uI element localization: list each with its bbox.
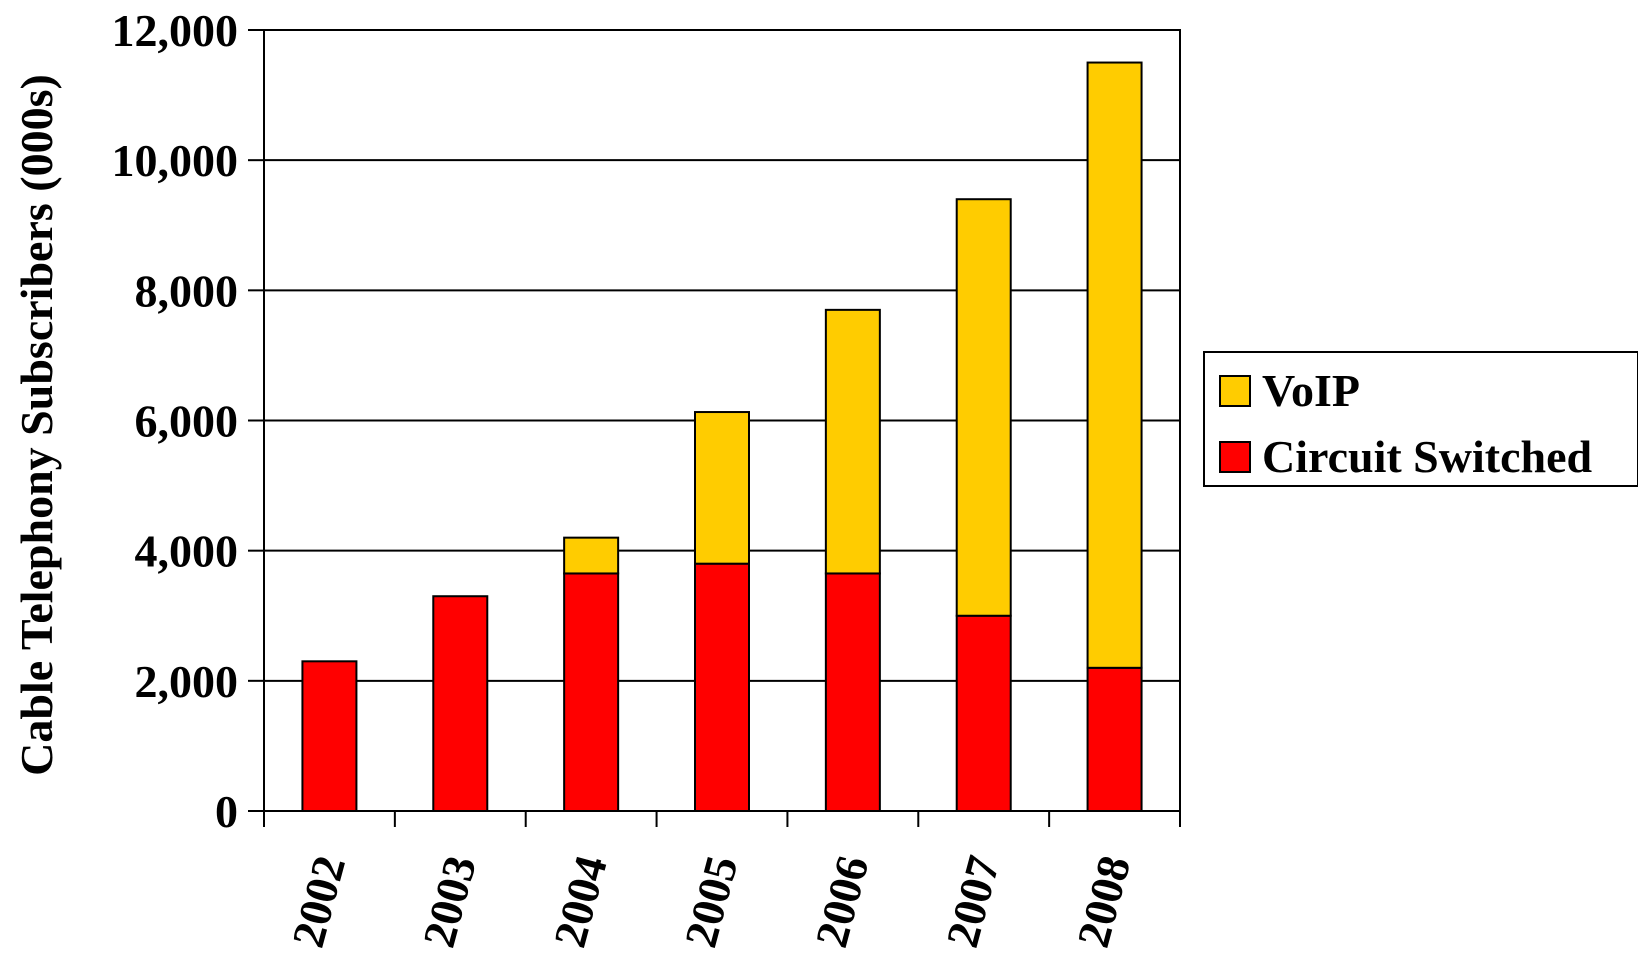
legend-swatch-voip [1219, 375, 1251, 407]
x-tick-label: 2002 [282, 850, 355, 952]
y-tick-label: 6,000 [135, 396, 239, 447]
x-tick-label: 2003 [413, 850, 486, 952]
legend-box [1203, 351, 1638, 487]
y-tick-label: 8,000 [135, 265, 239, 316]
bar-voip-2005 [694, 411, 750, 565]
bar-voip-2004 [563, 536, 620, 575]
y-tick-label: 10,000 [112, 135, 239, 186]
bar-circuit-switched-2007 [955, 614, 1012, 812]
legend-swatch-circuit-switched [1219, 441, 1251, 473]
y-tick-label: 2,000 [135, 656, 239, 707]
bar-circuit-switched-2005 [694, 562, 750, 813]
bars [301, 61, 1143, 813]
y-tick-label: 0 [215, 786, 238, 837]
x-tick-label: 2008 [1067, 850, 1140, 952]
x-tick-label: 2005 [675, 850, 748, 952]
legend: VoIP Circuit Switched [1203, 351, 1638, 487]
x-tick-labels: 2002 2003 2004 2005 2006 2007 2008 [282, 850, 1140, 952]
y-tick-label: 4,000 [135, 526, 239, 577]
legend-label-circuit-switched: Circuit Switched [1262, 431, 1593, 482]
bar-voip-2008 [1086, 61, 1143, 669]
legend-label-voip: VoIP [1262, 365, 1360, 416]
x-tick-label: 2004 [544, 850, 617, 952]
axes [248, 29, 1181, 827]
bar-circuit-switched-2002 [301, 660, 358, 813]
y-tick-label: 12,000 [112, 5, 239, 56]
bar-circuit-switched-2006 [824, 572, 881, 813]
bar-voip-2006 [824, 308, 881, 575]
bar-circuit-switched-2008 [1086, 666, 1143, 812]
gridlines [264, 29, 1180, 682]
bar-circuit-switched-2004 [563, 572, 620, 813]
bar-circuit-switched-2003 [432, 595, 489, 812]
x-tick-label: 2006 [805, 850, 878, 952]
y-axis-title: Cable Telephony Subscribers (000s) [11, 74, 62, 776]
bar-voip-2007 [955, 198, 1012, 617]
x-tick-label: 2007 [936, 850, 1009, 952]
y-tick-labels: 0 2,000 4,000 6,000 8,000 10,000 12,000 [112, 5, 239, 837]
